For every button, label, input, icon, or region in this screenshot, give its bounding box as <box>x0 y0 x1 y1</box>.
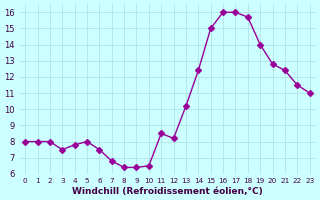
X-axis label: Windchill (Refroidissement éolien,°C): Windchill (Refroidissement éolien,°C) <box>72 187 263 196</box>
